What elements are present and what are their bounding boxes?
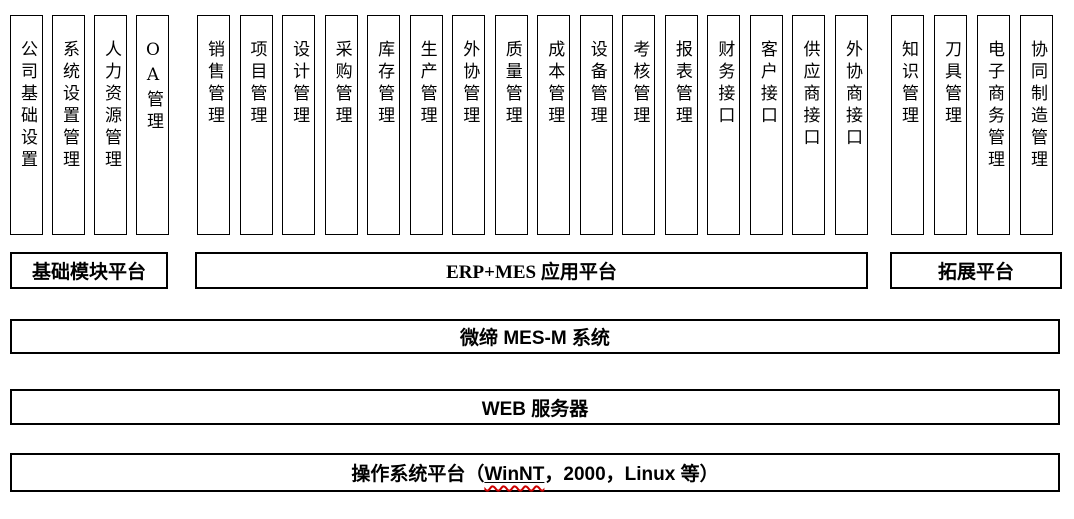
module-label: 人力资源管理 [101,40,121,172]
module-label: 销售管理 [204,40,224,128]
module-label: 库存管理 [374,40,395,128]
module-label: 电子商务管理 [984,40,1004,172]
web-server-label: WEB 服务器 [481,398,589,420]
module-column: 考核管理 [622,15,656,235]
module-label: 公司基础设置 [17,40,37,172]
module-column: 销售管理 [197,15,230,235]
winnt-spellcheck-squiggle: WinNT [484,464,544,485]
os-label-prefix: 操作系统平台（ [351,464,485,485]
module-column: 设计管理 [282,15,316,235]
os-platform-label: 操作系统平台（WinNT，2000，Linux 等） [351,459,718,486]
module-column: 知识管理 [891,15,924,235]
module-label: 生产管理 [416,40,437,128]
module-label: 采购管理 [331,40,352,128]
module-label: 设备管理 [586,40,607,128]
module-label: 成本管理 [544,40,565,128]
erp-mes-platform-bar: ERP+MES 应用平台 [195,252,868,289]
module-label: 报表管理 [671,40,692,128]
module-column: 人力资源管理 [94,15,127,235]
module-column: 生产管理 [409,15,443,235]
module-label: 系统设置管理 [59,40,79,172]
module-column: 供应商接口 [792,15,826,235]
module-column: OA管理 [136,15,169,235]
module-column: 外协商接口 [834,15,868,235]
module-column: 公司基础设置 [10,15,43,235]
extension-platform-bar: 拓展平台 [890,252,1062,289]
module-column: 质量管理 [494,15,528,235]
module-label: 供应商接口 [799,40,820,150]
module-column: 报表管理 [664,15,698,235]
module-label: 财务接口 [714,40,735,128]
module-label: 项目管理 [246,40,267,128]
extension-platform-label: 拓展平台 [937,262,1014,283]
module-column: 设备管理 [579,15,613,235]
extension-modules-group: 知识管理 刀具管理 电子商务管理 协同制造管理 [891,15,1053,235]
module-label: 质量管理 [501,40,522,128]
module-label: 刀具管理 [941,40,961,128]
module-column: 电子商务管理 [977,15,1010,235]
module-label: 考核管理 [629,40,650,128]
module-label: OA管理 [143,40,163,134]
module-column: 外协管理 [452,15,486,235]
os-platform-bar: 操作系统平台（WinNT，2000，Linux 等） [10,453,1060,492]
module-column: 客户接口 [749,15,783,235]
module-column: 系统设置管理 [52,15,85,235]
module-label: 客户接口 [756,40,777,128]
module-label: 外协管理 [459,40,480,128]
module-column: 协同制造管理 [1020,15,1053,235]
module-column: 成本管理 [537,15,571,235]
module-column: 库存管理 [367,15,401,235]
mes-system-label: 微缔 MES-M 系统 [460,328,610,349]
web-server-bar: WEB 服务器 [10,389,1060,425]
module-label: 协同制造管理 [1027,40,1047,172]
module-column: 刀具管理 [934,15,967,235]
os-label-suffix: ，2000，Linux 等） [544,464,719,485]
module-label: 设计管理 [289,40,310,128]
basic-platform-bar: 基础模块平台 [10,252,168,289]
basic-modules-group: 公司基础设置 系统设置管理 人力资源管理 OA管理 [10,15,169,235]
winnt-text: WinNT [484,464,545,485]
module-label: 外协商接口 [841,40,862,150]
mes-system-bar: 微缔 MES-M 系统 [10,319,1060,354]
module-column: 采购管理 [324,15,358,235]
module-label: 知识管理 [898,40,918,128]
module-column: 财务接口 [707,15,741,235]
erp-mes-platform-label: ERP+MES 应用平台 [446,262,617,283]
erp-mes-modules-group: 销售管理 项目管理 设计管理 采购管理 库存管理 生产管理 外协管理 质量管理 … [197,15,868,235]
basic-platform-label: 基础模块平台 [31,262,146,283]
module-column: 项目管理 [239,15,273,235]
